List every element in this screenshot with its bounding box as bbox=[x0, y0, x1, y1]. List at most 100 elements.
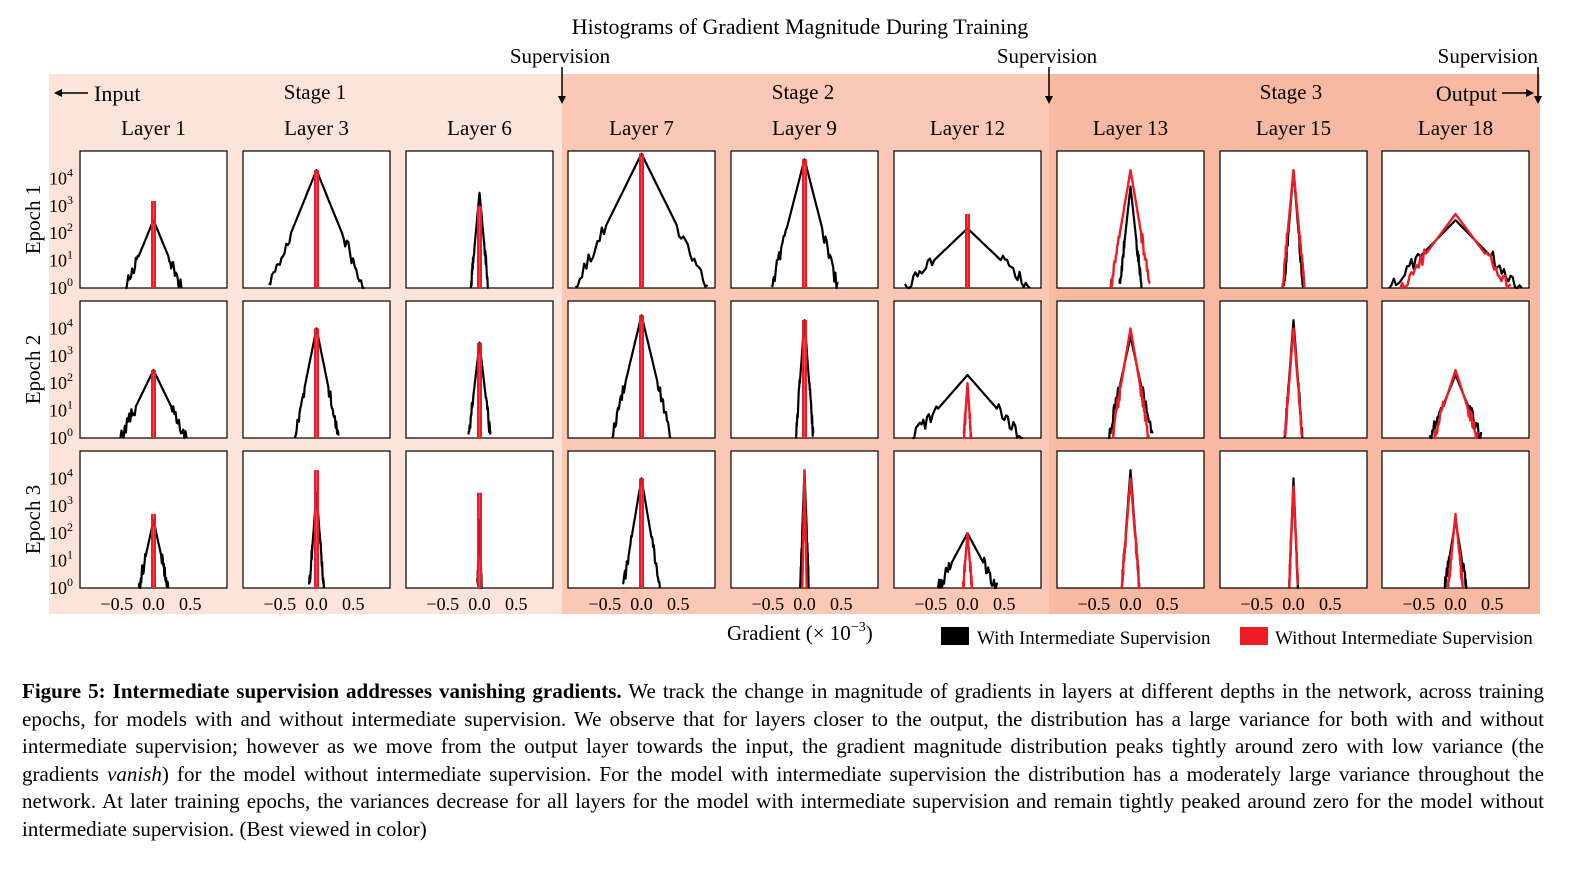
series-without-line bbox=[1433, 368, 1479, 440]
x-tick-label: 0.0 bbox=[142, 594, 165, 614]
y-tick-base: 10 bbox=[49, 468, 67, 488]
y-tick-base: 10 bbox=[49, 401, 67, 421]
layer-label: Layer 18 bbox=[1418, 116, 1493, 140]
histogram-panel bbox=[405, 150, 554, 290]
x-tick-labels: −0.5 0.0 0.5 −0.5 0.0 0.5 −0.5 0.0 0.5 −0.5 0.0 0.5… bbox=[100, 594, 1503, 614]
x-tick-label: 0.0 bbox=[630, 594, 653, 614]
histogram-panel bbox=[1219, 450, 1368, 590]
supervision-arrow-head bbox=[1045, 96, 1053, 104]
x-tick-label: −0.5 bbox=[1402, 594, 1435, 614]
x-tick-label: 0.0 bbox=[956, 594, 979, 614]
x-tick-label: −0.5 bbox=[263, 594, 296, 614]
y-tick-exponent: 3 bbox=[67, 493, 73, 507]
x-tick-label: −0.5 bbox=[1077, 594, 1110, 614]
y-tick-exponent: 1 bbox=[67, 398, 73, 412]
y-tick-label: 102 bbox=[49, 220, 73, 243]
y-tick-exponent: 2 bbox=[67, 520, 73, 534]
output-label: Output bbox=[1436, 81, 1497, 106]
series-with-line bbox=[770, 158, 839, 290]
y-tick-label: 101 bbox=[49, 398, 73, 421]
panel-frame bbox=[242, 300, 391, 439]
stage-label-1: Stage 1 bbox=[284, 80, 346, 104]
series-without-line bbox=[1447, 512, 1464, 590]
series-without-line bbox=[639, 315, 644, 438]
supervision-label: Supervision bbox=[510, 44, 611, 68]
supervision-arrow-head bbox=[1534, 96, 1542, 104]
series-with-line bbox=[268, 169, 365, 290]
y-tick-base: 10 bbox=[49, 223, 67, 243]
input-indicator: Input bbox=[54, 81, 140, 106]
y-tick-exponent: 2 bbox=[67, 370, 73, 384]
series-with-line bbox=[119, 369, 188, 440]
panel-frame bbox=[893, 150, 1042, 289]
series-with-line bbox=[308, 491, 325, 589]
y-tick-exponent: 3 bbox=[67, 193, 73, 207]
series-without-line bbox=[639, 153, 644, 288]
series-without-line bbox=[802, 159, 807, 288]
histogram-panel bbox=[730, 150, 879, 290]
x-tick-label: 0.0 bbox=[1119, 594, 1142, 614]
series-with-line bbox=[1107, 335, 1154, 440]
histogram-figure: Histograms of Gradient Magnitude During … bbox=[21, 14, 1542, 649]
y-tick-label: 104 bbox=[49, 465, 73, 488]
histogram-panel bbox=[730, 450, 879, 590]
caption-bold-title: Intermediate supervision addresses vanis… bbox=[112, 679, 622, 703]
series-without-line bbox=[477, 342, 482, 438]
y-tick-exponent: 3 bbox=[67, 343, 73, 357]
y-tick-base: 10 bbox=[49, 196, 67, 216]
panel-frame bbox=[567, 450, 716, 589]
series-without-line bbox=[961, 532, 974, 590]
x-tick-label: 0.0 bbox=[1282, 594, 1305, 614]
y-tick-label: 101 bbox=[49, 248, 73, 271]
histogram-panel bbox=[1219, 300, 1368, 439]
series-with-line bbox=[622, 477, 661, 589]
series-with-line bbox=[611, 314, 672, 439]
layer-label: Layer 6 bbox=[447, 116, 512, 140]
panel-frame bbox=[1056, 300, 1205, 439]
supervision-marker-1: Supervision bbox=[510, 44, 611, 104]
x-tick-label: 0.5 bbox=[1319, 594, 1342, 614]
panel-frame bbox=[1219, 450, 1368, 589]
y-tick-label: 103 bbox=[49, 493, 73, 516]
input-arrow-head bbox=[54, 89, 62, 97]
panel-frame bbox=[405, 150, 554, 289]
panel-frame bbox=[893, 450, 1042, 589]
y-tick-exponent: 1 bbox=[67, 248, 73, 262]
histogram-panel bbox=[1219, 150, 1368, 289]
histogram-panel bbox=[242, 450, 391, 589]
supervision-arrow-head bbox=[558, 96, 566, 104]
x-axis-label-text: Gradient (× 10 bbox=[727, 621, 851, 645]
x-tick-label: 0.0 bbox=[1444, 594, 1467, 614]
supervision-marker-2: Supervision bbox=[997, 44, 1098, 104]
series-with-line bbox=[467, 341, 492, 435]
x-tick-label: 0.5 bbox=[993, 594, 1016, 614]
panel-frame bbox=[567, 150, 716, 289]
y-tick-exponent: 2 bbox=[67, 220, 73, 234]
series-without-line bbox=[801, 469, 808, 590]
caption-label: Figure 5: bbox=[22, 679, 106, 703]
y-tick-label: 102 bbox=[49, 520, 73, 543]
panel-frame bbox=[567, 300, 716, 439]
series-without-line bbox=[965, 214, 970, 288]
y-tick-exponent: 0 bbox=[67, 275, 73, 289]
x-axis-label-close: ) bbox=[866, 621, 873, 645]
y-tick-label: 103 bbox=[49, 193, 73, 216]
x-tick-label: −0.5 bbox=[100, 594, 133, 614]
series-without-line bbox=[151, 370, 156, 438]
y-tick-base: 10 bbox=[49, 428, 67, 448]
series-without-line bbox=[1109, 169, 1151, 289]
layer-label: Layer 12 bbox=[930, 116, 1005, 140]
series-with-line bbox=[1428, 373, 1483, 440]
histogram-panel bbox=[567, 150, 716, 289]
series-without-line bbox=[477, 492, 482, 588]
panel-frame bbox=[242, 150, 391, 289]
x-tick-label: 0.0 bbox=[468, 594, 491, 614]
x-tick-label: −0.5 bbox=[426, 594, 459, 614]
y-tick-base: 10 bbox=[49, 278, 67, 298]
series-without-line bbox=[1120, 477, 1141, 590]
layer-label: Layer 13 bbox=[1093, 116, 1168, 140]
y-tick-base: 10 bbox=[49, 251, 67, 271]
histogram-panels: 1001011021031041001011021031041001011021… bbox=[49, 150, 1530, 598]
series-without-line bbox=[314, 470, 319, 588]
